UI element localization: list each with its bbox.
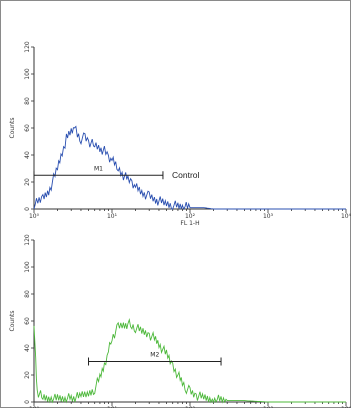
- y-tick-label: 100: [24, 68, 31, 80]
- y-tick-label: 20: [24, 178, 31, 186]
- y-tick-label: 80: [24, 97, 31, 105]
- y-ticks: 0 20 40 60 80 100 120: [24, 234, 34, 404]
- x-tick-label: 10⁴: [341, 213, 351, 220]
- sample-histogram-panel: 0 20 40 60 80 100 120 10⁰ 10¹ 10² 10³ 10⁴ Counts M…: [9, 234, 351, 408]
- gate-m1: M1: [33, 165, 164, 180]
- y-tick-label: 0: [24, 400, 31, 404]
- y-tick-label: 60: [24, 317, 31, 325]
- y-axis-label: Counts: [9, 311, 16, 332]
- x-tick-label: 10⁰: [29, 406, 40, 408]
- gate-m1-label: M1: [94, 165, 103, 172]
- x-tick-label: 10¹: [107, 406, 118, 408]
- y-tick-label: 60: [24, 124, 31, 132]
- y-tick-label: 80: [24, 290, 31, 298]
- x-tick-label: 10¹: [107, 213, 118, 220]
- y-tick-label: 100: [24, 261, 31, 273]
- x-tick-label: 10²: [185, 406, 196, 408]
- y-tick-label: 120: [24, 234, 31, 246]
- x-axis-label: FL 1-H: [180, 220, 199, 227]
- x-tick-label: 10³: [263, 213, 274, 220]
- gate-m2: M2: [88, 352, 222, 366]
- y-tick-label: 20: [24, 371, 31, 379]
- y-tick-label: 120: [24, 41, 31, 53]
- x-ticks: 10⁰ 10¹ 10² 10³ 10⁴: [29, 209, 351, 220]
- y-tick-label: 40: [24, 151, 31, 159]
- control-histogram-panel: 0 20 40 60 80 100 120 10⁰ 10¹ 10² 10³ 10⁴ Counts F…: [9, 41, 351, 227]
- x-tick-label: 10⁰: [29, 213, 40, 220]
- x-tick-label: 10⁴: [341, 406, 351, 408]
- y-tick-label: 0: [24, 207, 31, 211]
- control-annotation: Control: [172, 170, 200, 180]
- y-tick-label: 40: [24, 344, 31, 352]
- series-control-line: [33, 125, 346, 211]
- x-ticks: 10⁰ 10¹ 10² 10³ 10⁴: [29, 402, 351, 408]
- y-ticks: 0 20 40 60 80 100 120: [24, 41, 34, 211]
- y-axis-label: Counts: [9, 118, 16, 139]
- series-sample-line: [33, 317, 346, 404]
- gate-m2-label: M2: [150, 352, 159, 359]
- x-tick-label: 10³: [263, 406, 274, 408]
- x-tick-label: 10²: [185, 213, 196, 220]
